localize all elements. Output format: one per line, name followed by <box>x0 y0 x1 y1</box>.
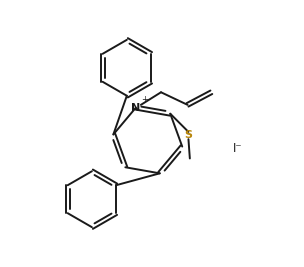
Text: S: S <box>185 130 192 140</box>
Text: +: + <box>141 95 148 104</box>
Text: N: N <box>131 103 140 113</box>
Text: I⁻: I⁻ <box>233 142 242 155</box>
